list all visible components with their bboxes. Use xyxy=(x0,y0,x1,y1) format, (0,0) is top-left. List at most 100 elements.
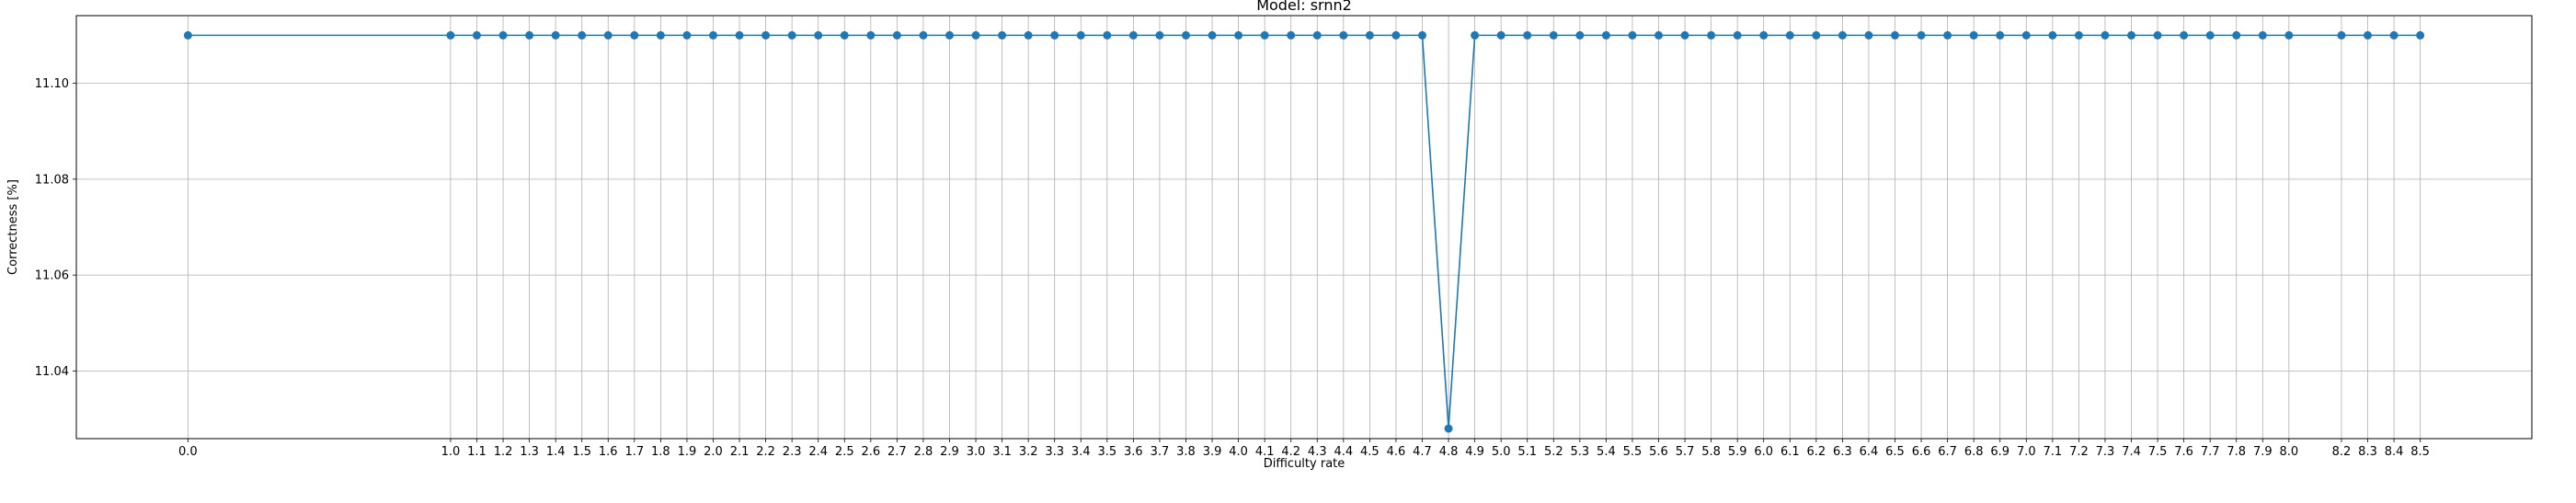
data-point xyxy=(814,30,823,40)
x-tick-label: 0.0 xyxy=(178,445,198,459)
x-tick-label: 7.6 xyxy=(2174,445,2193,459)
data-point xyxy=(2127,30,2136,40)
data-point xyxy=(787,30,796,40)
x-tick-label: 7.7 xyxy=(2201,445,2220,459)
x-tick-label: 6.1 xyxy=(1780,445,1800,459)
chart-title: Model: srnn2 xyxy=(1256,0,1352,14)
data-point xyxy=(630,30,639,40)
x-tick-label: 4.7 xyxy=(1413,445,1432,459)
data-point xyxy=(1260,30,1269,40)
data-point xyxy=(1076,30,1085,40)
data-point xyxy=(1208,30,1217,40)
data-point xyxy=(1103,30,1112,40)
data-point xyxy=(183,30,192,40)
y-axis-label: Correctness [%] xyxy=(6,179,20,275)
data-point xyxy=(1838,30,1847,40)
x-tick-label: 4.3 xyxy=(1308,445,1327,459)
data-point xyxy=(2364,30,2373,40)
data-point xyxy=(2389,30,2399,40)
x-tick-label: 6.2 xyxy=(1807,445,1826,459)
x-tick-label: 3.7 xyxy=(1151,445,1170,459)
data-point xyxy=(1575,30,1585,40)
x-tick-label: 6.9 xyxy=(1990,445,2009,459)
x-tick-label: 2.7 xyxy=(887,445,907,459)
x-tick-label: 1.0 xyxy=(441,445,461,459)
y-tick-label: 11.06 xyxy=(35,269,69,283)
x-tick-label: 3.4 xyxy=(1071,445,1091,459)
data-point xyxy=(1943,30,1952,40)
data-point xyxy=(1312,30,1322,40)
x-tick-label: 5.6 xyxy=(1649,445,1668,459)
x-tick-label: 1.5 xyxy=(572,445,591,459)
data-point xyxy=(1891,30,1900,40)
x-tick-label: 3.3 xyxy=(1045,445,1064,459)
data-point xyxy=(2101,30,2110,40)
x-tick-label: 6.0 xyxy=(1754,445,1773,459)
y-tick-label: 11.04 xyxy=(35,365,69,379)
x-tick-label: 7.1 xyxy=(2044,445,2063,459)
data-point xyxy=(998,30,1007,40)
data-point xyxy=(761,30,771,40)
data-point xyxy=(1128,30,1138,40)
x-tick-label: 3.0 xyxy=(967,445,986,459)
x-tick-label: 2.0 xyxy=(704,445,723,459)
x-tick-label: 5.8 xyxy=(1701,445,1721,459)
data-point xyxy=(2416,30,2425,40)
data-point xyxy=(892,30,901,40)
x-tick-label: 6.5 xyxy=(1885,445,1905,459)
x-tick-label: 7.2 xyxy=(2069,445,2089,459)
x-tick-label: 6.6 xyxy=(1912,445,1931,459)
data-point xyxy=(1969,30,1978,40)
x-tick-label: 4.1 xyxy=(1255,445,1275,459)
data-point xyxy=(472,30,481,40)
x-tick-label: 1.9 xyxy=(678,445,697,459)
data-point xyxy=(551,30,560,40)
data-points xyxy=(183,30,2425,433)
x-tick-label: 6.7 xyxy=(1938,445,1957,459)
x-tick-label: 5.5 xyxy=(1623,445,1643,459)
data-point xyxy=(735,30,744,40)
data-point xyxy=(1287,30,1296,40)
x-tick-label: 5.3 xyxy=(1570,445,1589,459)
data-point xyxy=(945,30,954,40)
x-tick-label: 8.3 xyxy=(2358,445,2377,459)
x-tick-label: 2.9 xyxy=(940,445,959,459)
data-point xyxy=(2284,30,2294,40)
data-point xyxy=(1234,30,1243,40)
data-point xyxy=(1365,30,1374,40)
data-point xyxy=(1444,424,1453,433)
x-tick-label: 2.1 xyxy=(730,445,750,459)
x-tick-label: 8.2 xyxy=(2332,445,2352,459)
x-tick-label: 5.2 xyxy=(1544,445,1563,459)
x-tick-label: 3.6 xyxy=(1124,445,1143,459)
x-tick-label: 8.5 xyxy=(2410,445,2430,459)
data-point xyxy=(682,30,692,40)
data-point xyxy=(1733,30,1742,40)
x-tick-label: 7.0 xyxy=(2017,445,2036,459)
x-tick-label: 3.8 xyxy=(1176,445,1196,459)
data-point xyxy=(498,30,508,40)
x-tick-label: 5.9 xyxy=(1728,445,1747,459)
data-point xyxy=(2205,30,2215,40)
data-point xyxy=(525,30,534,40)
data-point xyxy=(1155,30,1164,40)
data-point xyxy=(919,30,928,40)
data-point xyxy=(1391,30,1401,40)
x-tick-label: 1.4 xyxy=(546,445,566,459)
data-point xyxy=(2048,30,2057,40)
y-axis-ticks: 11.04 11.06 11.08 11.10 xyxy=(35,77,76,379)
x-tick-label: 6.8 xyxy=(1964,445,1984,459)
data-point xyxy=(840,30,849,40)
plot-area-frame xyxy=(75,15,2533,440)
x-tick-label: 3.1 xyxy=(992,445,1012,459)
data-point xyxy=(1628,30,1637,40)
data-point xyxy=(1050,30,1059,40)
x-tick-label: 2.3 xyxy=(783,445,802,459)
x-tick-label: 1.8 xyxy=(651,445,670,459)
data-point xyxy=(603,30,613,40)
data-point xyxy=(971,30,980,40)
y-tick-label: 11.08 xyxy=(35,173,69,187)
x-tick-label: 1.6 xyxy=(599,445,618,459)
x-tick-label: 5.7 xyxy=(1676,445,1695,459)
